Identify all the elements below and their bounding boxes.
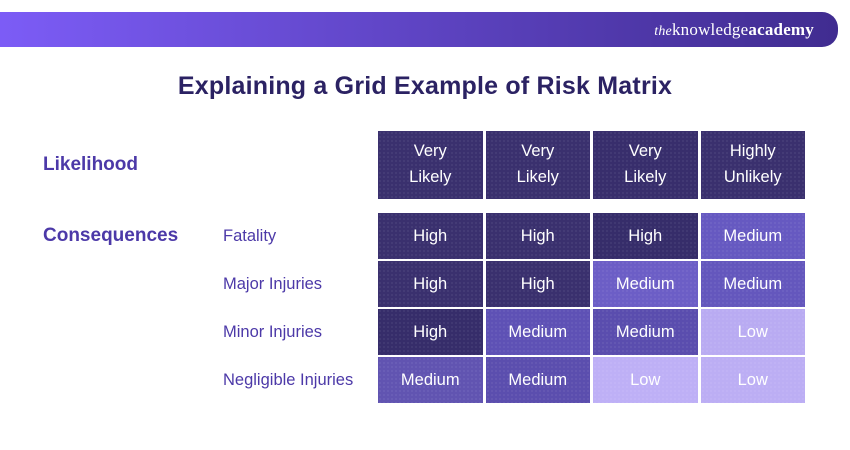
matrix-body: High High High Medium High High Medium Medium Hi… bbox=[378, 213, 805, 403]
matrix-cell-low: Low bbox=[700, 309, 805, 355]
matrix-column-header: Very Likely bbox=[485, 131, 590, 199]
row-label: Minor Injuries bbox=[223, 322, 323, 341]
matrix-cell-high: High bbox=[485, 261, 590, 307]
matrix-column-header: Highly Unlikely bbox=[700, 131, 805, 199]
matrix-cell-high: High bbox=[593, 213, 698, 259]
matrix-cell-medium: Medium bbox=[485, 309, 590, 355]
matrix-cell-high: High bbox=[378, 309, 483, 355]
row-label: Fatality bbox=[223, 226, 277, 245]
matrix-cell-medium: Medium bbox=[593, 261, 698, 307]
brand-logo: theknowledgeacademy bbox=[654, 20, 814, 40]
logo-academy: academy bbox=[748, 19, 814, 39]
logo-the: the bbox=[654, 23, 672, 39]
matrix-column-header-label: Very Likely bbox=[624, 142, 667, 186]
matrix-header-row: Very Likely Very Likely Very Likely Highly … bbox=[378, 131, 805, 199]
brand-bar: theknowledgeacademy bbox=[0, 12, 838, 47]
matrix-cell-high: High bbox=[378, 261, 483, 307]
row-label: Negligible Injuries bbox=[223, 370, 354, 389]
logo-knowledge: knowledge bbox=[671, 19, 749, 39]
row-labels: Fatality Major Injuries Minor Injuries Negl… bbox=[223, 213, 353, 403]
matrix-column-header: Very Likely bbox=[593, 131, 698, 199]
matrix-cell-high: High bbox=[485, 213, 590, 259]
matrix-cell-medium: Medium bbox=[700, 261, 805, 307]
matrix-column-header: Very Likely bbox=[378, 131, 483, 199]
matrix-cell-low: Low bbox=[593, 357, 698, 403]
matrix-cell-high: High bbox=[378, 213, 483, 259]
matrix-cell-medium: Medium bbox=[485, 357, 590, 403]
matrix-cell-medium: Medium bbox=[593, 309, 698, 355]
consequences-label: Consequences bbox=[43, 225, 179, 246]
row-label: Major Injuries bbox=[223, 274, 323, 293]
likelihood-label: Likelihood bbox=[43, 154, 138, 175]
matrix-cell-low: Low bbox=[700, 357, 805, 403]
page-title: Explaining a Grid Example of Risk Matrix bbox=[177, 72, 673, 100]
matrix-column-header-label: Very Likely bbox=[409, 142, 452, 186]
matrix-column-header-label: Highly Unlikely bbox=[723, 142, 782, 186]
matrix-cell-medium: Medium bbox=[378, 357, 483, 403]
matrix-column-header-label: Very Likely bbox=[516, 142, 559, 186]
matrix-cell-medium: Medium bbox=[700, 213, 805, 259]
